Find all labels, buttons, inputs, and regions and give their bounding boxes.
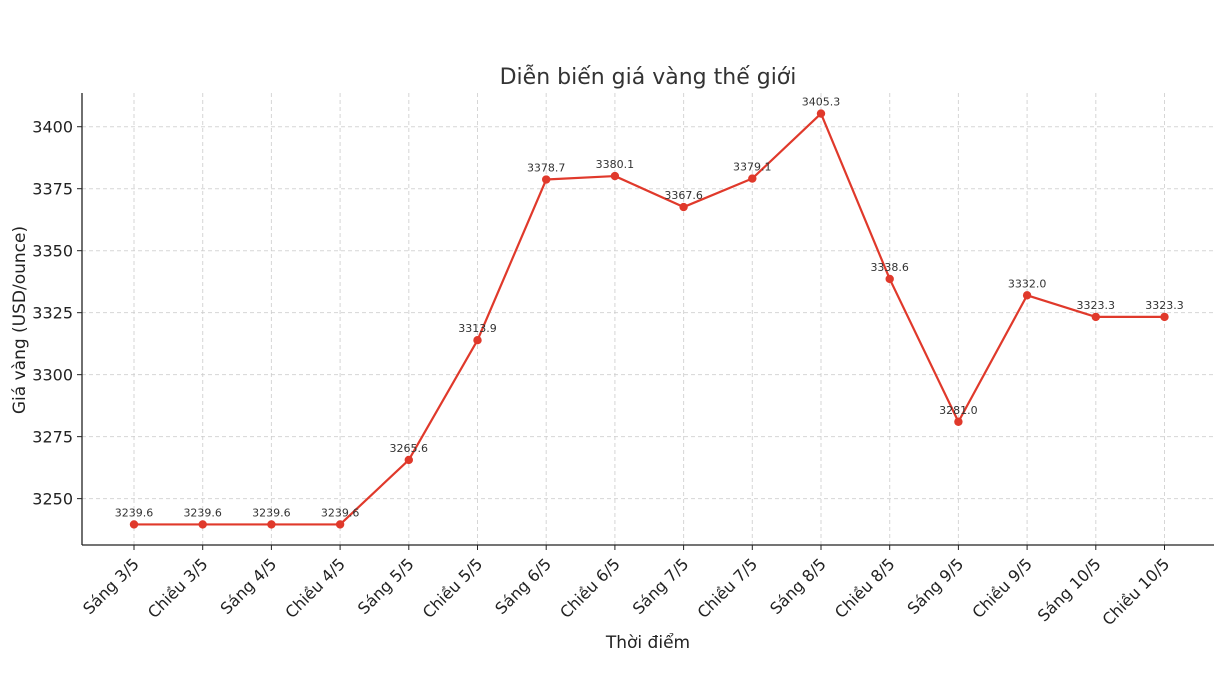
y-tick-label: 3325 [32,304,73,323]
data-label: 3313.9 [458,322,497,335]
data-label: 3380.1 [596,158,635,171]
data-point [542,175,551,184]
series-line [134,112,1165,526]
data-label: 3405.3 [802,96,841,109]
data-point [1160,312,1169,322]
y-axis-label: Giá vàng (USD/ounce) [10,226,30,414]
x-tick-label: Sáng 7/5 [629,554,693,618]
data-label: 3239.6 [252,506,291,519]
data-point [129,520,139,529]
x-tick-label: Sáng 4/5 [217,554,281,618]
data-point [198,520,207,529]
y-tick-label: 3300 [32,366,73,385]
x-tick-label: Chiều 10/5 [1099,554,1174,629]
data-label: 3338.6 [870,261,909,274]
data-point [610,171,620,181]
data-point [404,455,413,465]
x-tick-label: Chiều 8/5 [831,554,899,622]
series-layer [129,109,1169,529]
data-point [679,202,688,212]
x-tick-label: Sáng 10/5 [1034,554,1105,625]
data-point [335,520,345,529]
y-tick-label: 3250 [32,490,73,509]
data-point [748,174,757,183]
x-tick-label: Chiều 4/5 [281,554,349,622]
x-tick-label: Chiều 3/5 [144,554,212,622]
data-label: 3332.0 [1008,277,1047,290]
data-label: 3265.6 [390,442,429,455]
axes-layer [81,93,1214,546]
data-point [1091,312,1101,322]
x-tick-label: Sáng 9/5 [904,554,968,618]
data-label: 3239.6 [321,506,360,519]
data-label: 3239.6 [115,506,154,519]
x-tick-label: Chiều 6/5 [556,554,624,622]
data-labels-layer: 3239.6 3239.6 3239.6 3239.6 3265.6 3313.9 3378… [115,96,1184,520]
y-tick-label: 3400 [32,118,73,137]
data-point [267,520,276,529]
data-label: 3281.0 [939,404,978,417]
grid-layer [82,93,1214,545]
data-point [1022,291,1032,300]
x-tick-label: Chiều 5/5 [419,554,487,622]
data-label: 3378.7 [527,162,566,175]
data-point [954,417,963,426]
data-point [473,335,482,345]
data-label: 3367.6 [664,189,703,202]
data-point [885,274,894,284]
x-tick-label: Chiều 9/5 [968,554,1036,622]
y-tick-label: 3350 [32,242,73,261]
y-tick-label: 3375 [32,180,73,199]
data-label: 3379.1 [733,161,772,174]
x-tick-label: Chiều 7/5 [694,554,762,622]
x-tick-label: Sáng 3/5 [79,554,143,618]
data-label: 3323.3 [1145,299,1184,312]
x-tick-label: Sáng 6/5 [491,554,555,618]
x-tick-label: Sáng 5/5 [354,554,418,618]
y-tick-label: 3275 [32,428,73,447]
x-axis-label: Thời điểm [605,632,690,653]
data-label: 3239.6 [183,506,222,519]
chart-title: Diễn biến giá vàng thế giới [500,64,797,90]
x-tick-label: Sáng 8/5 [766,554,830,618]
data-point [816,109,826,118]
data-label: 3323.3 [1077,299,1116,312]
